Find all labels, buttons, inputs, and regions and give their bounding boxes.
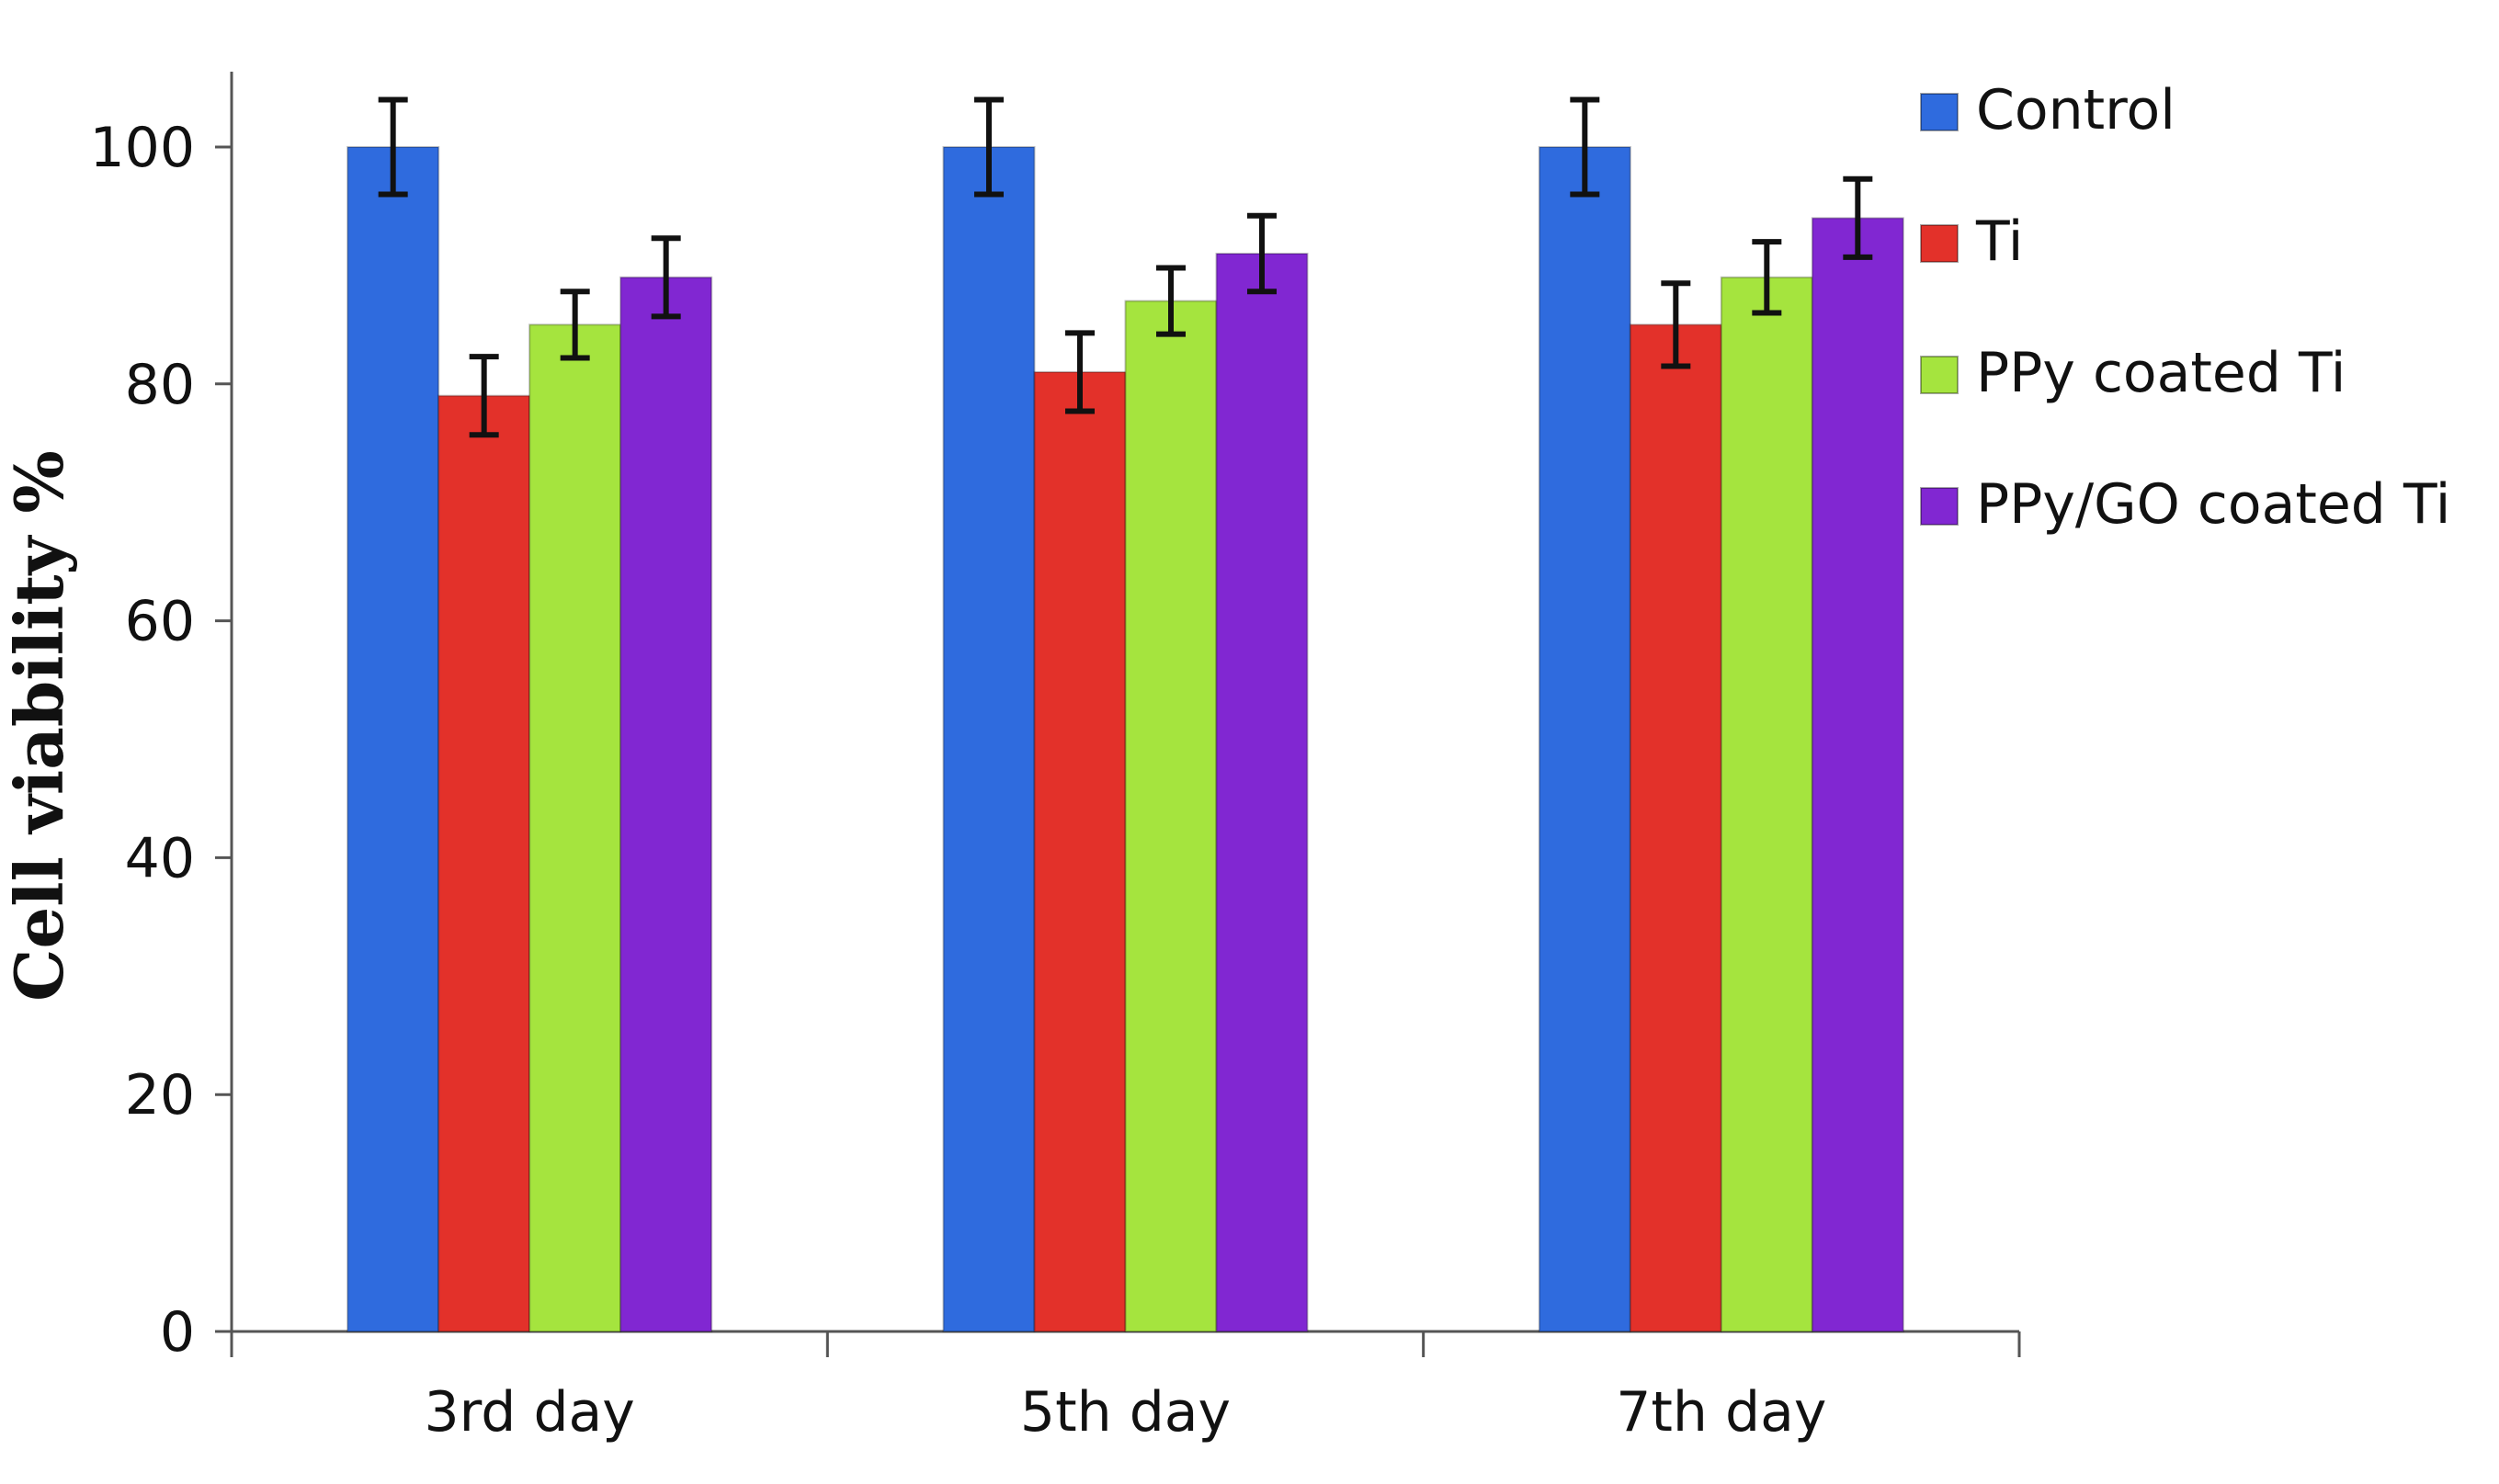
y-tick-label: 20 [125,1063,195,1127]
error-bar [651,235,681,320]
legend-label: Ti [1975,210,2023,274]
error-bar [1843,176,1873,260]
bar-ppy-coated-ti-1 [528,323,622,1333]
y-tick-label: 100 [89,116,195,180]
bar-control-2 [942,146,1036,1332]
legend-label: PPy coated Ti [1976,341,2346,405]
error-bar [469,354,499,438]
y-tick-label: 60 [125,590,195,654]
legend-item: PPy coated Ti [1920,341,2346,405]
legend-item: PPy/GO coated Ti [1920,472,2450,537]
bar-ppy-coated-ti-3 [1720,276,1813,1332]
y-tick-label: 0 [160,1300,195,1365]
x-category-label: 5th day [1020,1380,1231,1444]
error-bar [560,289,590,361]
bar-control-3 [1538,146,1631,1332]
legend-swatch [1920,93,1959,131]
bar-ti-2 [1033,370,1127,1332]
error-bar [1661,280,1691,369]
error-bar [1156,265,1186,337]
bar-control-1 [346,146,440,1332]
legend-item: Control [1920,78,2175,142]
bar-ti-1 [437,394,531,1332]
error-bar [378,96,408,198]
legend-swatch [1920,224,1959,263]
error-bar [1570,96,1600,198]
legend-label: Control [1976,78,2175,142]
error-bars [378,96,1873,438]
y-tick-label: 40 [125,826,195,890]
bars [346,146,1904,1333]
x-category-label: 7th day [1616,1380,1826,1444]
error-bar [1247,212,1277,295]
bar-ppy-go-coated-ti-2 [1215,253,1309,1332]
legend-label: PPy/GO coated Ti [1976,472,2450,537]
error-bar [1752,239,1782,316]
legend-item: Ti [1920,210,2023,274]
legend-swatch [1920,356,1959,394]
bar-ti-3 [1629,323,1722,1333]
bar-ppy-go-coated-ti-1 [619,276,713,1332]
bar-ppy-go-coated-ti-3 [1811,217,1904,1333]
y-axis-title: Cell viability % [0,450,78,1002]
bar-ppy-coated-ti-2 [1124,300,1218,1333]
legend: Control Ti PPy coated Ti PPy/GO coated Ti [1920,78,2450,537]
x-category-label: 3rd day [425,1380,635,1444]
legend-swatch [1920,487,1959,526]
axis-labels: 0 20 40 60 80 100 3rd day 5th day 7th day [89,116,1826,1444]
y-tick-label: 80 [125,353,195,417]
error-bar [974,96,1004,198]
error-bar [1065,330,1095,414]
